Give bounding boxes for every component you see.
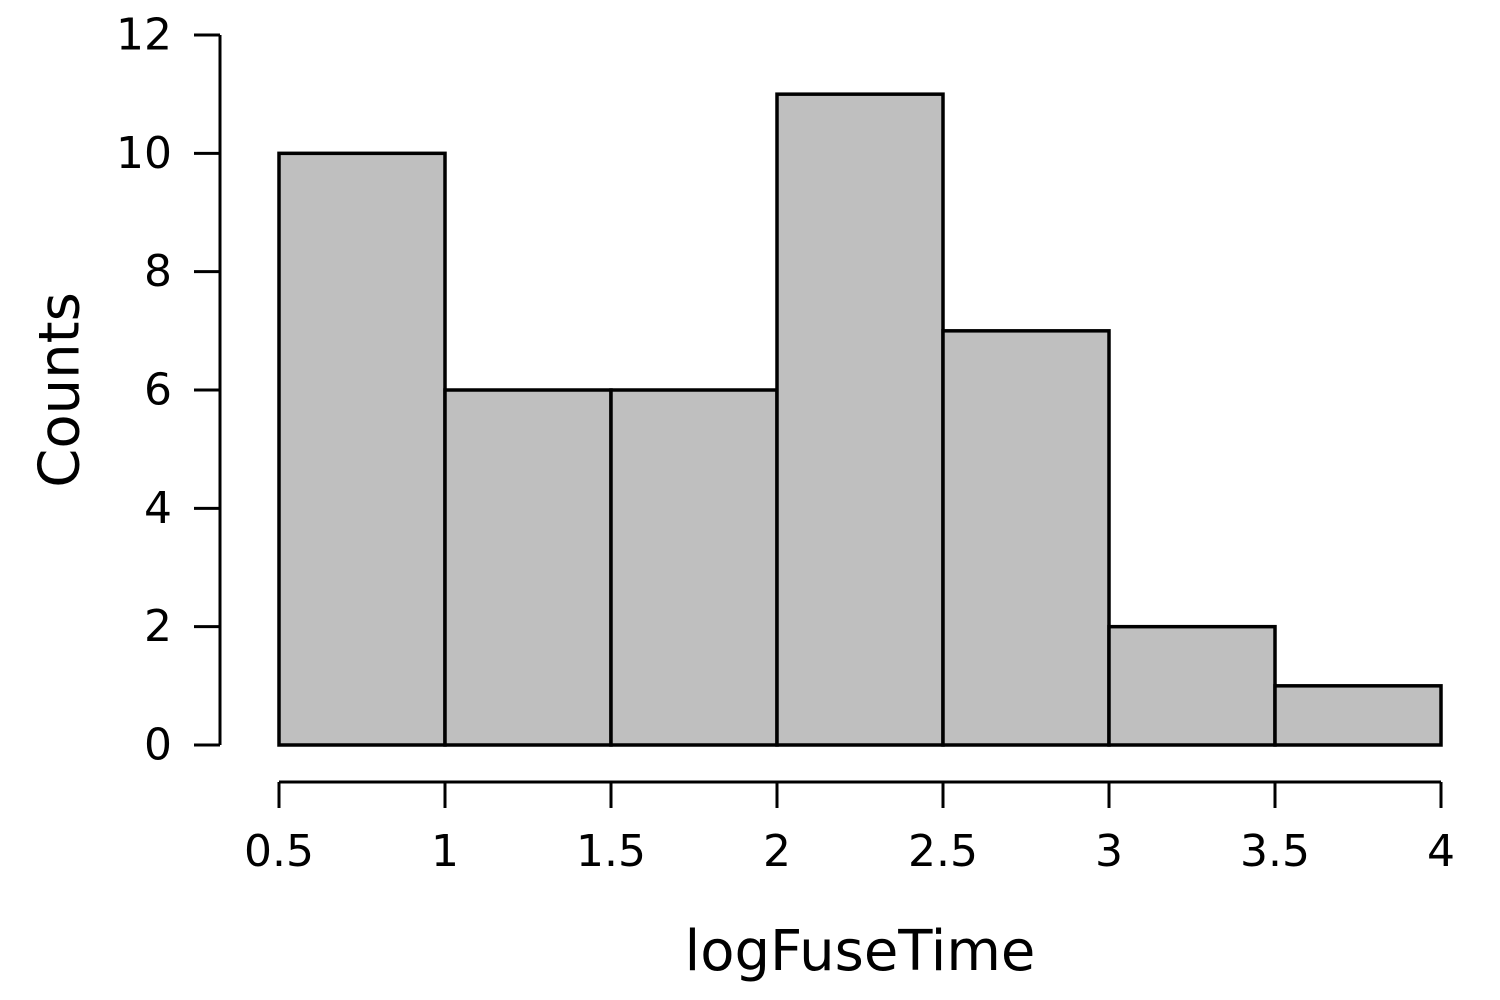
y-tick-label: 2 [144, 601, 172, 652]
histogram-bar-3 [609, 388, 779, 747]
x-axis: 0.5 1 1.5 2 2.5 3 3.5 4 [244, 780, 1455, 877]
x-tick-label: 3 [1095, 826, 1123, 877]
y-axis: 0 2 4 6 8 10 12 [116, 10, 222, 771]
x-tick-label: 3.5 [1240, 826, 1310, 877]
y-tick-label: 4 [144, 483, 172, 534]
y-tick-label: 8 [144, 246, 172, 297]
histogram-bar-2 [443, 388, 613, 747]
histogram-bar-1 [277, 151, 447, 747]
x-axis-title: logFuseTime [685, 919, 1036, 984]
y-tick-label: 0 [144, 720, 172, 771]
histogram-bar-5 [941, 329, 1111, 747]
x-tick-label: 0.5 [244, 826, 314, 877]
y-tick-label: 10 [116, 128, 172, 179]
y-tick-label: 12 [116, 10, 172, 61]
x-tick-label: 1 [431, 826, 459, 877]
histogram-bars [277, 92, 1443, 747]
y-axis-title: Counts [28, 292, 93, 487]
x-tick-label: 2.5 [908, 826, 978, 877]
x-tick-label: 2 [763, 826, 791, 877]
histogram-bar-6 [1107, 624, 1277, 747]
y-tick-label: 6 [144, 365, 172, 416]
histogram-bar-7 [1273, 684, 1443, 747]
x-tick-label: 4 [1427, 826, 1455, 877]
histogram-bar-4 [775, 92, 945, 747]
x-tick-label: 1.5 [576, 826, 646, 877]
